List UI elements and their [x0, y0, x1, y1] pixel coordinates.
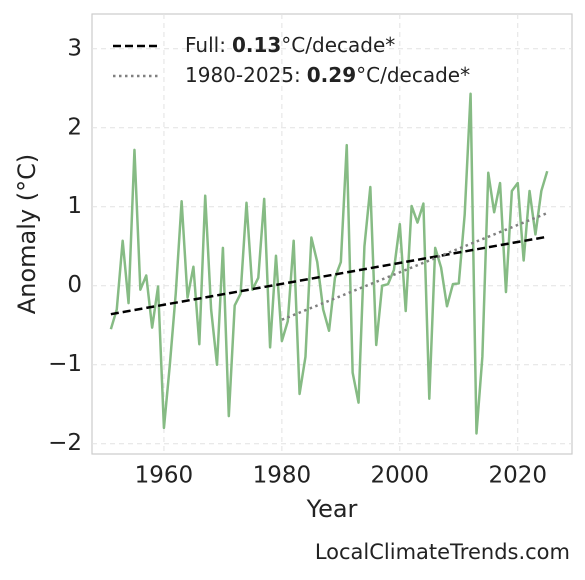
y-tick-label: 1 [67, 193, 82, 219]
legend-rate: 0.29 [307, 63, 356, 87]
y-axis-label: Anomaly (°C) [13, 154, 41, 314]
y-tick-label: 3 [67, 35, 82, 61]
y-tick-label: −2 [48, 430, 82, 456]
y-tick-label: 0 [67, 272, 82, 298]
y-tick-label: −1 [48, 351, 82, 377]
x-tick-label: 2000 [371, 463, 430, 489]
legend-rate: 0.13 [232, 33, 281, 57]
trend-line [110, 235, 548, 316]
legend-unit: °C/decade* [281, 33, 395, 57]
y-tick-label: 2 [67, 114, 82, 140]
legend-name: 1980-2025: [185, 63, 301, 87]
legend-name: Full: [185, 33, 226, 57]
x-tick-label: 1980 [253, 463, 312, 489]
plot-frame [91, 13, 573, 455]
x-tick-label: 2020 [488, 463, 547, 489]
data-line [109, 92, 549, 435]
source: LocalClimateTrends.com [315, 540, 570, 564]
legend-unit: °C/decade* [356, 63, 470, 87]
legend-entry: 1980-2025: 0.29°C/decade* [185, 63, 470, 87]
x-tick-label: 1960 [135, 463, 194, 489]
x-axis-label: Year [306, 495, 358, 523]
legend-entry: Full: 0.13°C/decade* [185, 33, 395, 57]
